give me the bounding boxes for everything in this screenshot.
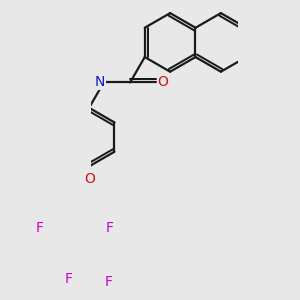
Text: F: F: [64, 272, 73, 286]
Text: O: O: [84, 172, 95, 186]
Text: N: N: [95, 75, 105, 89]
Text: F: F: [35, 221, 43, 236]
Text: O: O: [158, 75, 168, 89]
Text: H: H: [92, 75, 101, 85]
Text: F: F: [106, 221, 114, 236]
Text: F: F: [104, 275, 112, 289]
